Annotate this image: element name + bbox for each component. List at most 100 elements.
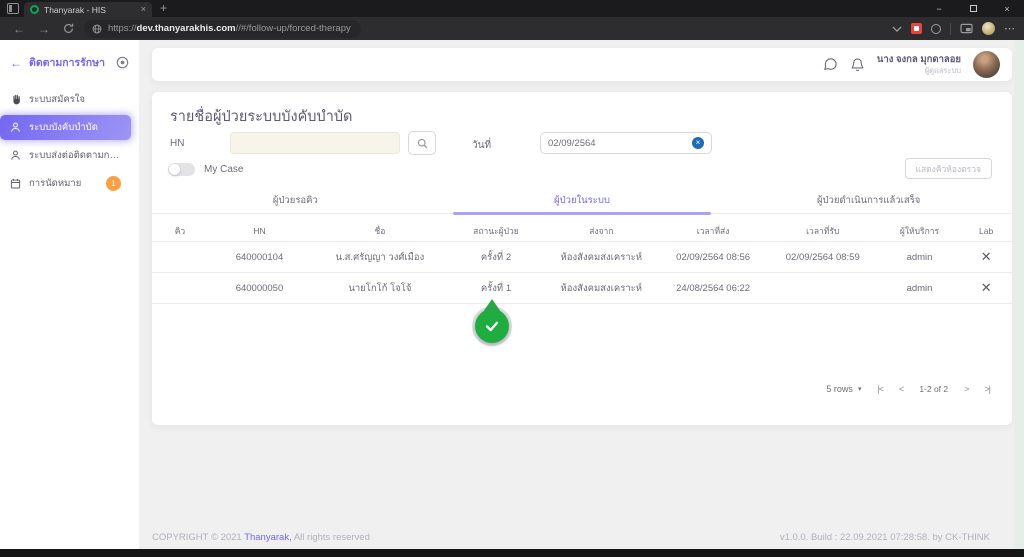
address-bar[interactable]: https://dev.thanyarakhis.com//#/follow-u…	[84, 19, 361, 38]
my-case-row: My Case	[168, 163, 243, 176]
tab-preview-icon[interactable]	[960, 23, 973, 34]
forward-icon[interactable]: →	[38, 21, 50, 36]
click-indicator	[473, 299, 511, 347]
search-icon	[417, 138, 427, 148]
browser-tab-strip: Thanyarak - HIS × + − ×	[0, 0, 1024, 17]
browser-tab[interactable]: Thanyarak - HIS ×	[24, 2, 152, 17]
refresh-icon[interactable]	[63, 23, 74, 34]
search-button[interactable]	[408, 131, 436, 155]
rows-per-page-value: 5 rows	[826, 384, 853, 394]
window-maximize-icon[interactable]	[956, 0, 990, 17]
my-case-label: My Case	[204, 164, 244, 175]
url-domain: dev.thanyarakhis.com	[136, 23, 236, 34]
url-text: https://dev.thanyarakhis.com//#/follow-u…	[108, 23, 351, 34]
col-received-time: เวลาที่รับ	[806, 225, 840, 236]
sidebar-title: ติดตามการรักษา	[29, 57, 105, 69]
more-menu-icon[interactable]: ⋯	[1004, 23, 1016, 35]
window-minimize-icon[interactable]: −	[936, 3, 942, 14]
prev-page-icon[interactable]: <	[899, 384, 904, 394]
caret-down-icon: ▾	[857, 386, 862, 393]
show-exam-queue-button[interactable]: แสดงคิวห้องตรวจ	[904, 158, 992, 179]
first-page-icon[interactable]: |<	[877, 384, 884, 394]
sidebar-header: ← ติดตามการรักษา	[0, 40, 139, 71]
tab-completed[interactable]: ผู้ป่วยดำเนินการแล้วเสร็จ	[816, 195, 921, 206]
sidebar-item-label: ระบบส่งต่อติดตามการ...	[29, 150, 121, 161]
date-input[interactable]	[548, 137, 692, 149]
person-icon	[11, 150, 20, 160]
sidebar-menu: ระบบสมัครใจ ระบบบังคับบำบัด ระบบส่งต่อติ…	[0, 87, 139, 196]
site-favicon-icon	[30, 5, 39, 14]
sidebar-item-label: ระบบสมัครใจ	[29, 94, 85, 105]
bottom-edge-strip	[0, 549, 1024, 557]
vertical-tabs-icon[interactable]	[7, 3, 19, 14]
cell-received-time: 02/09/2564 08:59	[785, 251, 860, 263]
radio-circle-icon[interactable]	[116, 56, 129, 69]
pagination: 5 rows ▾ |< < 1-2 of 2 > >|	[826, 384, 991, 394]
hn-input[interactable]	[230, 132, 400, 154]
date-field[interactable]: ×	[540, 132, 712, 154]
tab-in-system[interactable]: ผู้ป่วยในระบบ	[439, 188, 726, 215]
user-block[interactable]: นาง จงกล มุกดาลอย ผู้ดูแลระบบ	[877, 54, 961, 75]
tab-waiting-queue[interactable]: ผู้ป่วยรอคิว	[272, 195, 318, 206]
sidebar-item-forced-therapy-system[interactable]: ระบบบังคับบำบัด	[0, 115, 131, 140]
build-info: v1.0.0. Build : 22.09.2021 07:28:58. by …	[779, 532, 990, 543]
next-page-icon[interactable]: >	[964, 384, 969, 394]
brand-link[interactable]: Thanyarak,	[244, 532, 292, 543]
col-hn: HN	[253, 225, 266, 236]
window-close-icon[interactable]: ×	[1004, 3, 1010, 14]
browser-extension-circle-icon[interactable]	[931, 23, 941, 34]
sidebar-item-appointments[interactable]: การนัดหมาย 1	[0, 171, 131, 196]
notification-badge: 1	[106, 176, 121, 191]
back-icon[interactable]: ←	[13, 21, 25, 36]
table-row[interactable]: 640000104 น.ส.ศรัญญา วงศ์เมือง ครั้งที่ …	[152, 242, 1012, 273]
table-header-row: คิว HN ชื่อ สถานะผู้ป่วย ส่งจาก เวลาที่ส…	[152, 220, 1012, 242]
cell-name: น.ส.ศรัญญา วงศ์เมือง	[335, 251, 425, 263]
browser-tab-title: Thanyarak - HIS	[44, 4, 106, 15]
cell-sent-from: ห้องสังคมสงเคราะห์	[560, 282, 643, 294]
top-header-bar: นาง จงกล มุกดาลอย ผู้ดูแลระบบ	[152, 48, 1012, 81]
cell-provider: admin	[906, 251, 933, 263]
cell-hn: 640000050	[235, 282, 284, 294]
cell-sent-time: 02/09/2564 08:56	[676, 251, 751, 263]
url-scheme: https://	[108, 23, 137, 34]
col-name: ชื่อ	[374, 225, 386, 236]
col-sent-time: เวลาที่ส่ง	[696, 225, 730, 236]
copyright-text: COPYRIGHT © 2021 Thanyarak, All rights r…	[152, 532, 370, 543]
tab-close-icon[interactable]: ×	[140, 4, 146, 14]
page-title: รายชื่อผู้ป่วยระบบบังคับบำบัด	[170, 109, 353, 125]
rows-per-page-dropdown[interactable]: 5 rows ▾	[826, 384, 861, 394]
clear-date-icon[interactable]: ×	[692, 137, 704, 149]
cell-status[interactable]: ครั้งที่ 2	[480, 251, 512, 263]
table-row[interactable]: 640000050 นายโกโก้ โจโจ้ ครั้งที่ 1 ห้อง…	[152, 273, 1012, 304]
bell-icon[interactable]	[850, 57, 865, 72]
sidebar-item-referral-followup-system[interactable]: ระบบส่งต่อติดตามการ...	[0, 143, 131, 168]
calendar-icon	[10, 178, 21, 189]
new-tab-button[interactable]: +	[160, 1, 168, 15]
col-lab: Lab	[979, 225, 994, 236]
patient-tabs: ผู้ป่วยรอคิว ผู้ป่วยในระบบ ผู้ป่วยดำเนิน…	[152, 188, 1012, 215]
patient-list-card: รายชื่อผู้ป่วยระบบบังคับบำบัด HN วันที่ …	[152, 92, 1012, 425]
sidebar-back-icon[interactable]: ←	[10, 55, 22, 70]
click-indicator-arrow	[483, 299, 501, 312]
chat-icon[interactable]	[823, 57, 838, 72]
last-page-icon[interactable]: >|	[984, 384, 991, 394]
my-case-toggle[interactable]	[168, 163, 195, 176]
user-avatar[interactable]	[973, 51, 1000, 78]
cell-status[interactable]: ครั้งที่ 1	[480, 282, 512, 294]
col-status: สถานะผู้ป่วย	[473, 225, 519, 236]
cell-provider: admin	[906, 282, 933, 294]
lab-x-icon[interactable]: ✕	[980, 249, 992, 264]
extension-icon[interactable]	[911, 23, 922, 34]
chevron-down-icon[interactable]	[892, 25, 902, 33]
page-range: 1-2 of 2	[919, 384, 949, 394]
browser-toolbar: ← → https://dev.thanyarakhis.com//#/foll…	[0, 17, 1024, 40]
sidebar-item-voluntary-system[interactable]: ระบบสมัครใจ	[0, 87, 131, 112]
hand-icon	[13, 94, 20, 105]
browser-profile-avatar[interactable]	[982, 22, 995, 35]
toolbar-divider	[950, 22, 951, 35]
lab-x-icon[interactable]: ✕	[980, 280, 992, 295]
hn-label: HN	[170, 138, 185, 149]
scrollbar[interactable]	[1014, 40, 1024, 549]
check-icon	[475, 309, 509, 343]
